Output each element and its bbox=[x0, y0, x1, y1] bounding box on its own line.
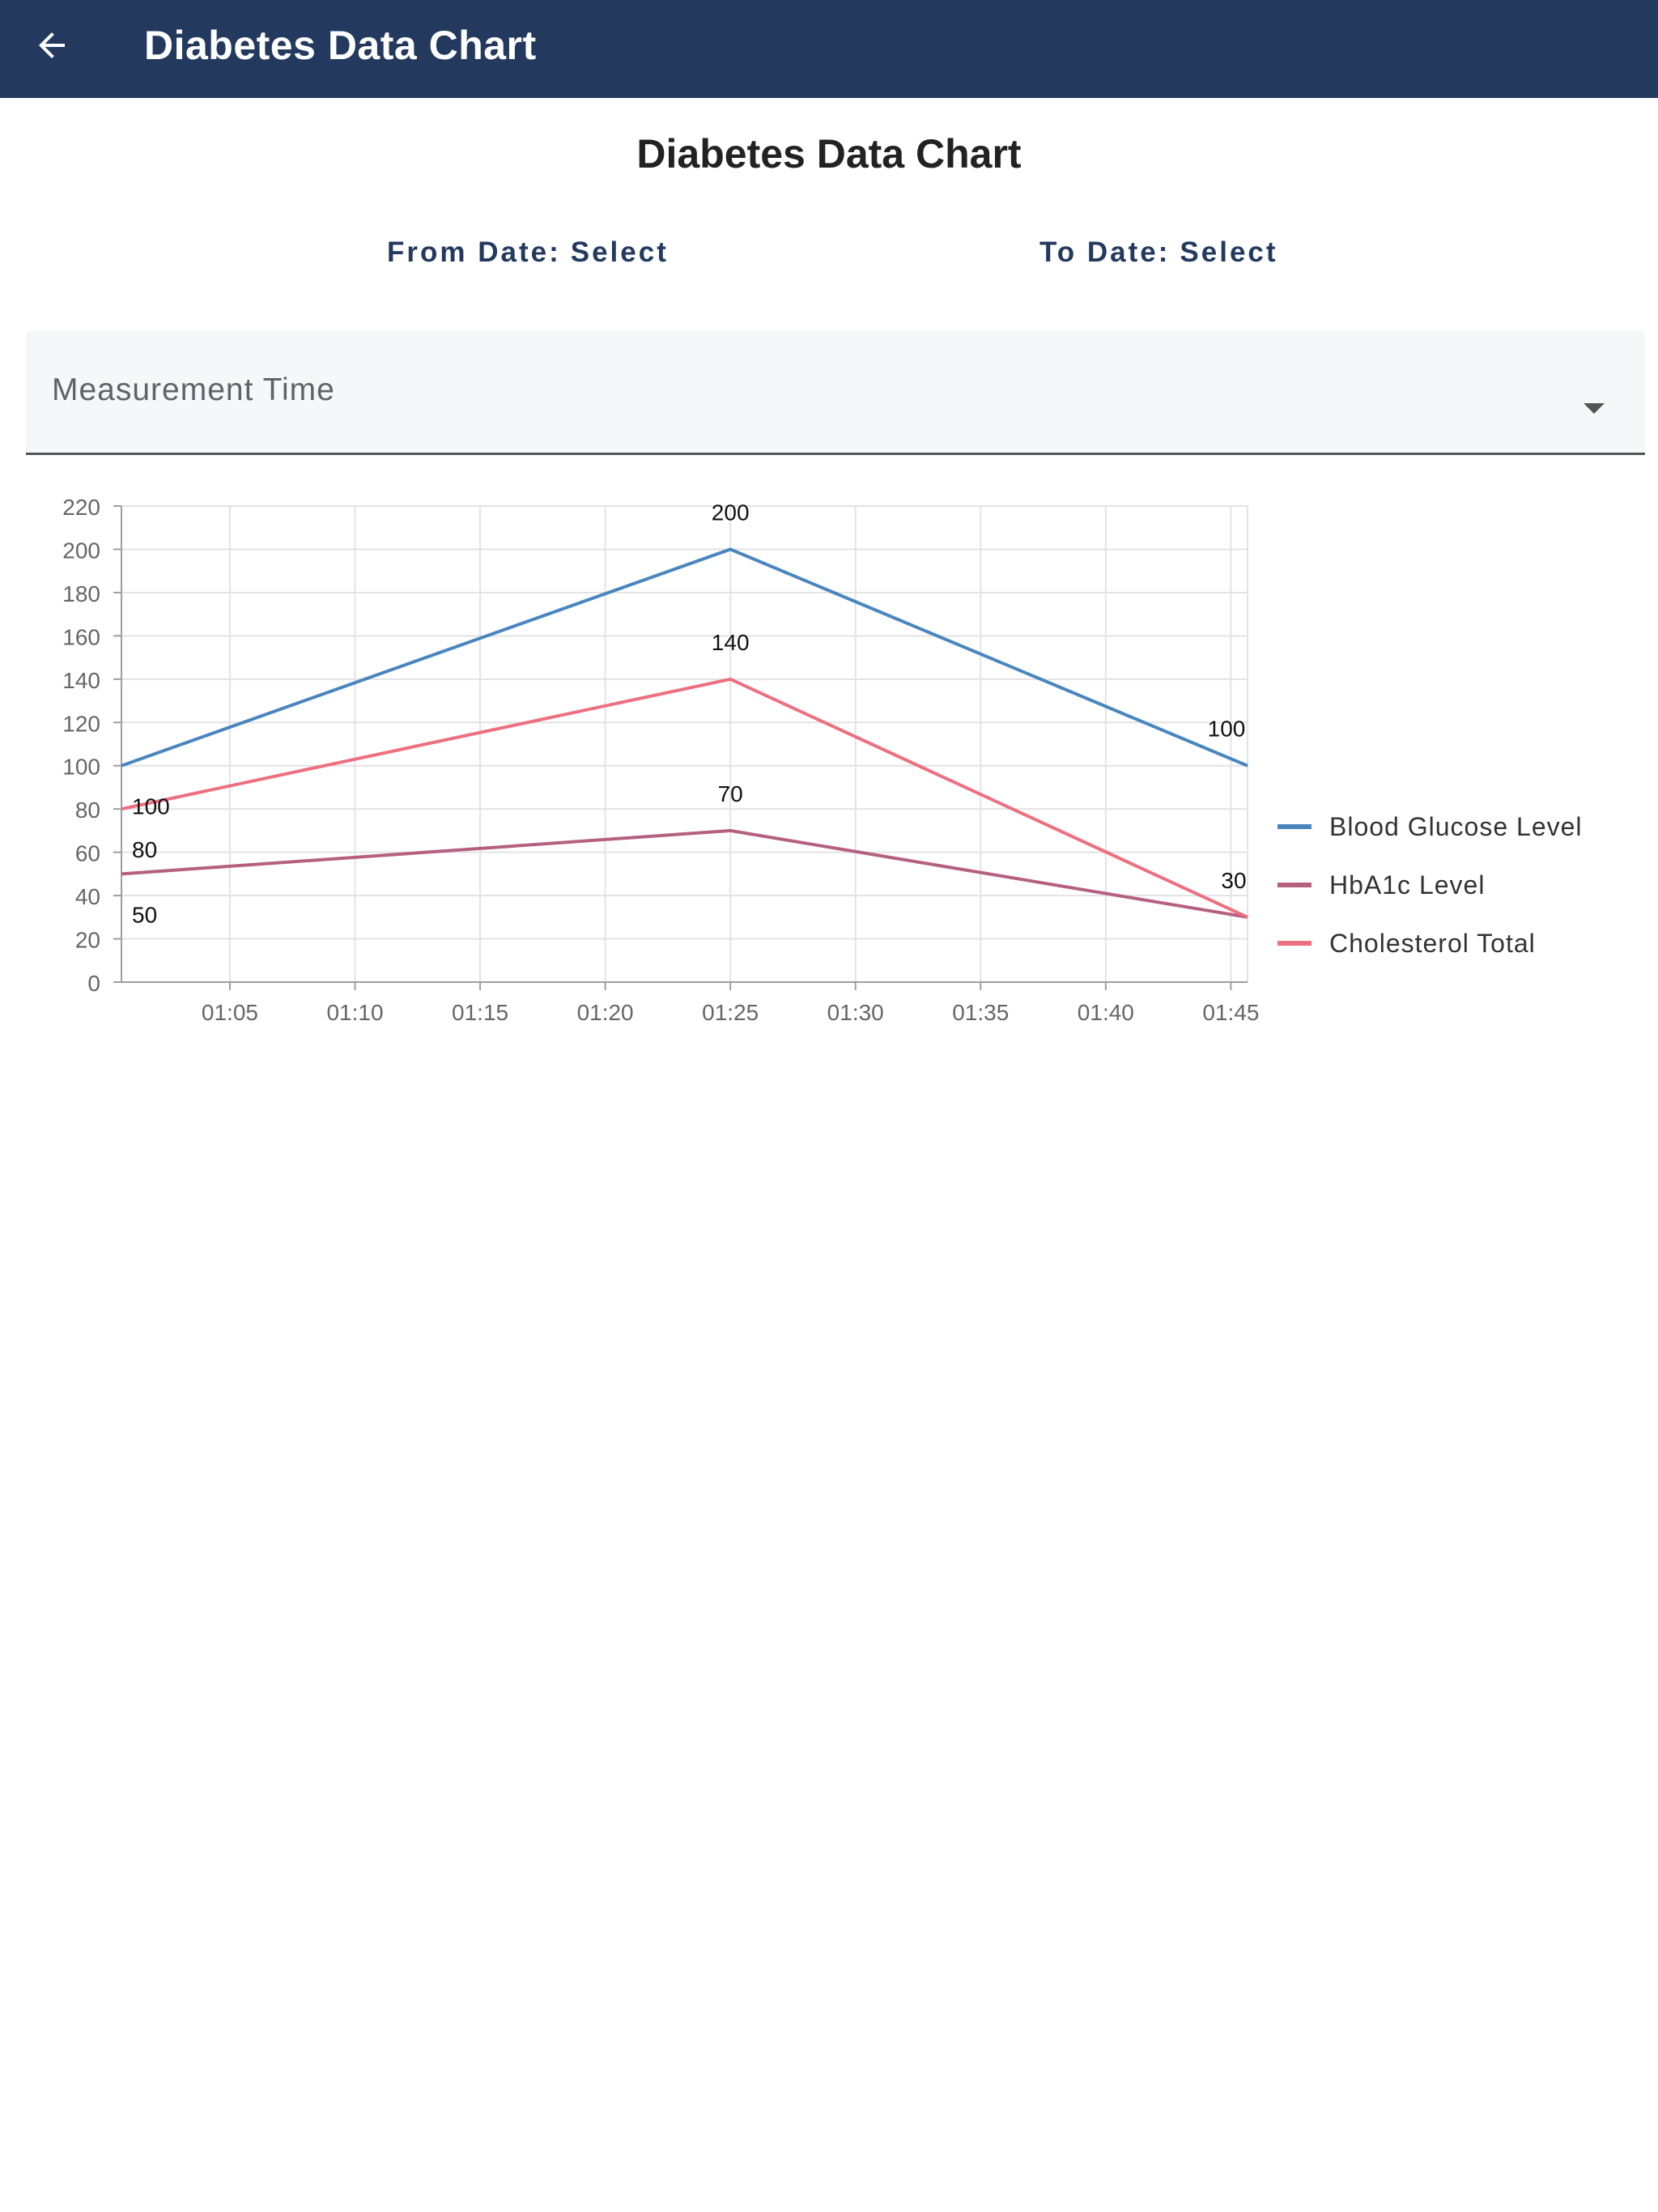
legend-item-hba1c[interactable]: HbA1c Level bbox=[1278, 856, 1634, 914]
data-label-hba1c: 70 bbox=[718, 781, 743, 806]
page-title: Diabetes Data Chart bbox=[636, 131, 1022, 177]
data-label-blood-glucose: 100 bbox=[1208, 717, 1246, 742]
diabetes-line-chart: 0 20 40 60 80 100 120 140 160 180 200 220 01:05 01:10… bbox=[62, 495, 1259, 1025]
arrow-left-icon bbox=[39, 32, 65, 58]
series-line-blood-glucose bbox=[121, 547, 1248, 768]
x-tick-label: 01:15 bbox=[452, 1000, 508, 1025]
data-label-cholesterol: 140 bbox=[712, 630, 750, 655]
series-line-hba1c bbox=[121, 828, 1248, 919]
x-tick-label: 01:20 bbox=[577, 1000, 634, 1025]
y-tick-label: 80 bbox=[75, 798, 100, 823]
legend-label-hba1c: HbA1c Level bbox=[1329, 870, 1486, 900]
legend-label-cholesterol: Cholesterol Total bbox=[1329, 928, 1536, 958]
y-tick-label: 120 bbox=[62, 711, 100, 736]
x-tick-label: 01:35 bbox=[952, 1000, 1009, 1025]
y-tick-label: 140 bbox=[62, 668, 100, 693]
series-line-cholesterol bbox=[121, 677, 1248, 919]
from-date-button[interactable]: From Date: Select bbox=[387, 232, 669, 274]
x-tick-label: 01:30 bbox=[827, 1000, 884, 1025]
data-label-hba1c: 50 bbox=[132, 902, 157, 927]
y-tick-label: 180 bbox=[62, 581, 100, 606]
from-date-label: From Date: bbox=[387, 236, 561, 268]
legend-item-blood-glucose[interactable]: Blood Glucose Level bbox=[1278, 798, 1634, 856]
legend-swatch-hba1c bbox=[1278, 883, 1312, 887]
legend-label-blood-glucose: Blood Glucose Level bbox=[1329, 811, 1583, 841]
x-tick-label: 01:40 bbox=[1078, 1000, 1134, 1025]
y-tick-label: 220 bbox=[62, 495, 100, 520]
y-tick-label: 0 bbox=[87, 971, 100, 996]
data-label-hba1c: 30 bbox=[1221, 868, 1246, 893]
y-tick-label: 160 bbox=[62, 624, 100, 649]
x-tick-label: 01:25 bbox=[702, 1000, 759, 1025]
to-date-button[interactable]: To Date: Select bbox=[1039, 232, 1278, 274]
y-tick-label: 60 bbox=[75, 841, 100, 866]
x-tick-label: 01:05 bbox=[202, 1000, 258, 1025]
y-tick-label: 40 bbox=[75, 884, 100, 909]
x-tick-label: 01:10 bbox=[326, 1000, 383, 1025]
app-bar: Diabetes Data Chart bbox=[0, 0, 1658, 98]
y-tick-label: 200 bbox=[62, 538, 100, 563]
legend-swatch-blood-glucose bbox=[1278, 824, 1312, 829]
back-button[interactable] bbox=[21, 15, 83, 76]
app-bar-title: Diabetes Data Chart bbox=[144, 23, 537, 68]
chart-legend: Blood Glucose Level HbA1c Level Choleste… bbox=[1278, 798, 1634, 972]
data-label-blood-glucose: 200 bbox=[712, 500, 750, 525]
to-date-label: To Date: bbox=[1039, 236, 1171, 268]
caret-down-icon bbox=[1584, 403, 1605, 414]
from-date-value: Select bbox=[570, 236, 669, 268]
x-tick-label: 01:45 bbox=[1202, 1000, 1259, 1025]
data-label-blood-glucose: 100 bbox=[132, 794, 170, 819]
legend-swatch-cholesterol bbox=[1278, 941, 1312, 946]
data-label-cholesterol: 80 bbox=[132, 837, 157, 862]
y-tick-label: 20 bbox=[75, 928, 100, 953]
to-date-value: Select bbox=[1180, 236, 1278, 268]
y-tick-label: 100 bbox=[62, 755, 100, 780]
measurement-time-label: Measurement Time bbox=[52, 372, 335, 407]
measurement-time-dropdown[interactable]: Measurement Time bbox=[26, 330, 1645, 455]
legend-item-cholesterol[interactable]: Cholesterol Total bbox=[1278, 914, 1634, 972]
